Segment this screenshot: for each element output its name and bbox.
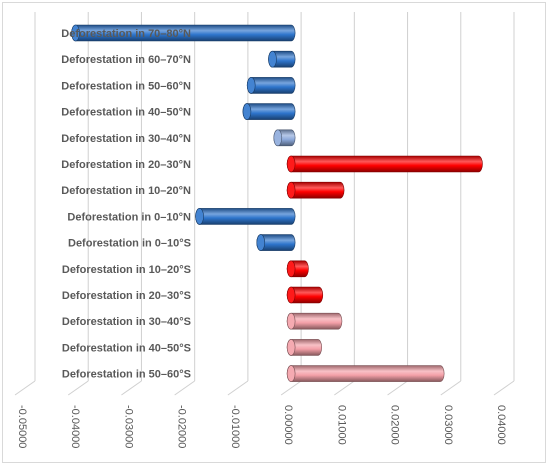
category-label: Deforestation in 20–30°S — [62, 290, 191, 302]
bar — [286, 286, 324, 304]
bar — [71, 24, 296, 42]
bar — [256, 234, 296, 251]
x-tick-label: 0.02000 — [389, 405, 401, 445]
x-tick-label: -0.01000 — [229, 405, 241, 448]
x-tick-label: 0.04000 — [495, 405, 507, 445]
gridline-floor — [67, 380, 89, 396]
x-tick-label: 0.03000 — [442, 405, 454, 445]
x-tick-label: -0.05000 — [16, 405, 28, 448]
bar — [286, 155, 483, 173]
category-label: Deforestation in 30–40°N — [61, 133, 191, 145]
x-tick-label: 0.00000 — [282, 405, 294, 445]
gridline-floor — [121, 380, 142, 396]
bar — [242, 103, 296, 120]
gridline-floor — [227, 380, 249, 396]
bar — [286, 365, 445, 382]
category-label: Deforestation in 40–50°N — [61, 107, 191, 119]
x-tick-label: -0.03000 — [122, 405, 134, 448]
category-label: Deforestation in 10–20°S — [62, 264, 191, 276]
bar — [286, 181, 345, 199]
x-axis-tick-labels: -0.05000 -0.04000 -0.03000 -0.02000 -0.01000… — [16, 405, 507, 448]
category-label: Deforestation in 50–60°N — [61, 80, 191, 92]
gridline-floor — [280, 380, 302, 396]
gridline-floor — [174, 380, 195, 396]
bars — [71, 24, 483, 382]
category-label: Deforestation in 30–40°S — [62, 316, 191, 328]
gridline-floor — [14, 380, 36, 396]
category-label: Deforestation in 60–70°N — [61, 54, 191, 66]
x-tick-label: 0.01000 — [335, 405, 347, 445]
bar — [286, 339, 322, 356]
bar — [286, 260, 309, 278]
bar — [195, 208, 296, 225]
bar — [286, 312, 343, 330]
category-label: Deforestation in 0–10°S — [68, 238, 191, 250]
gridline-floor — [334, 380, 355, 396]
category-labels: Deforestation in 70–80°N Deforestation in… — [61, 28, 191, 381]
x-tick-label: -0.04000 — [69, 405, 81, 448]
gridlines — [14, 12, 515, 396]
x-tick-label: -0.02000 — [176, 405, 188, 448]
bar — [273, 129, 296, 147]
gridline-floor — [493, 380, 515, 396]
category-label: Deforestation in 10–20°N — [61, 185, 191, 197]
category-label: Deforestation in 50–60°S — [62, 369, 191, 381]
category-label: Deforestation in 70–80°N — [61, 28, 191, 40]
gridline-floor — [440, 380, 462, 396]
category-label: Deforestation in 40–50°S — [62, 342, 191, 354]
bar — [246, 77, 296, 94]
category-label: Deforestation in 20–30°N — [61, 159, 191, 171]
category-label: Deforestation in 0–10°N — [67, 211, 191, 223]
gridline-floor — [387, 380, 408, 396]
bar — [268, 50, 296, 68]
